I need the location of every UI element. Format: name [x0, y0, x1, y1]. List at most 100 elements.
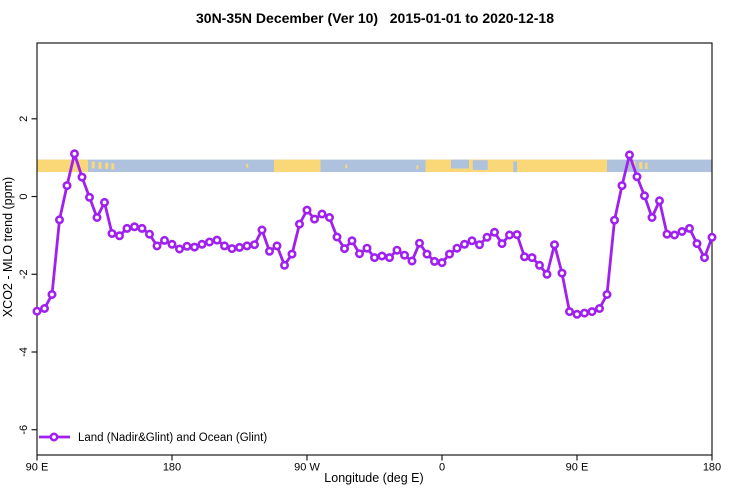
data-point-marker [429, 256, 439, 266]
data-point-marker [130, 222, 140, 232]
data-point-marker [467, 236, 477, 246]
data-point-marker [92, 213, 102, 223]
data-point-marker [100, 197, 110, 207]
data-point-marker [332, 232, 342, 242]
x-tick-label: 90 W [294, 462, 320, 474]
data-point-marker [175, 244, 185, 254]
data-point-marker [324, 213, 334, 223]
data-point-marker [107, 229, 117, 239]
data-point-marker [587, 307, 597, 317]
data-point-marker [422, 249, 432, 259]
data-point-marker [272, 241, 282, 251]
data-point-marker [212, 235, 222, 245]
land-ocean-band [37, 159, 712, 173]
data-point-marker [294, 219, 304, 229]
data-point-marker [474, 240, 484, 250]
data-point-marker [407, 256, 417, 266]
axes: 90 E 180 90 W 0 90 E 180 2 0 -2 -4 -6 [18, 42, 721, 474]
data-point-marker [137, 223, 147, 233]
legend: Land (Nadir&Glint) and Ocean (Glint) [39, 432, 267, 444]
legend-open-circle-icon [49, 432, 59, 442]
land-segment [37, 159, 88, 173]
data-point-marker [414, 238, 424, 248]
data-point-marker [250, 240, 260, 250]
y-tick-label: 2 [18, 116, 30, 122]
data-point-marker [384, 253, 394, 263]
data-point-marker [160, 235, 170, 245]
data-point-marker [654, 196, 664, 206]
data-point-marker [377, 251, 387, 261]
data-point-marker [534, 260, 544, 270]
data-point-marker [362, 243, 372, 253]
data-point-marker [287, 249, 297, 259]
data-point-marker [392, 245, 402, 255]
data-point-marker [497, 239, 507, 249]
data-point-marker [707, 232, 717, 242]
plot-frame [36, 42, 713, 456]
y-tick-label: -4 [18, 347, 30, 357]
data-point-marker [77, 172, 87, 182]
data-point-marker [39, 303, 49, 313]
data-point-marker [452, 243, 462, 253]
data-point-marker [677, 227, 687, 237]
ocean-inlet [451, 159, 469, 169]
data-point-marker [557, 268, 567, 278]
data-point-marker [62, 181, 72, 191]
data-point-marker [504, 230, 514, 240]
island-speckle [105, 162, 109, 169]
data-point-marker [167, 239, 177, 249]
data-point-marker [317, 209, 327, 219]
data-point-marker [182, 241, 192, 251]
data-point-marker [235, 242, 245, 252]
data-point-marker [579, 308, 589, 318]
data-point-marker [257, 225, 267, 235]
island-speckle [98, 162, 102, 169]
island-speckle [645, 162, 648, 169]
data-point-marker [309, 214, 319, 224]
data-point-marker [519, 252, 529, 262]
data-point-marker [662, 229, 672, 239]
y-tick-label: -6 [18, 425, 30, 435]
data-point-marker [699, 253, 709, 263]
land-segment [274, 159, 321, 173]
data-point-marker [602, 289, 612, 299]
island-speckle [345, 164, 348, 169]
x-tick-label: 90 E [26, 462, 49, 474]
legend-label: Land (Nadir&Glint) and Ocean (Glint) [78, 432, 267, 444]
island-speckle [416, 165, 419, 169]
data-point-marker [399, 250, 409, 260]
x-tick-label: 90 E [566, 462, 589, 474]
data-point-marker [347, 236, 357, 246]
data-point-marker [437, 258, 447, 268]
data-point-marker [32, 306, 42, 316]
data-point-marker [145, 229, 155, 239]
ocean-inlet [472, 160, 488, 170]
data-point-marker [459, 239, 469, 249]
data-point-marker [354, 249, 364, 259]
data-point-marker [609, 215, 619, 225]
island-speckle [639, 162, 643, 169]
data-point-marker [264, 246, 274, 256]
ocean-inlet [513, 161, 517, 173]
data-point-marker [542, 269, 552, 279]
data-point-marker [70, 149, 80, 159]
y-tick-label: -2 [18, 269, 30, 279]
island-speckle [111, 163, 115, 170]
data-point-marker [190, 242, 200, 252]
data-point-marker [684, 223, 694, 233]
x-tick-label: 180 [163, 462, 181, 474]
x-axis-title: Longitude (deg E) [324, 471, 423, 485]
data-point-marker [639, 191, 649, 201]
data-point-marker [632, 172, 642, 182]
data-point-marker [489, 227, 499, 237]
data-series [32, 149, 717, 319]
data-point-marker [152, 241, 162, 251]
y-tick-label: 0 [18, 193, 30, 199]
data-point-marker [564, 307, 574, 317]
data-point-marker [220, 241, 230, 251]
data-point-marker [115, 231, 125, 241]
data-point-marker [339, 244, 349, 254]
x-tick-label: 180 [703, 462, 721, 474]
